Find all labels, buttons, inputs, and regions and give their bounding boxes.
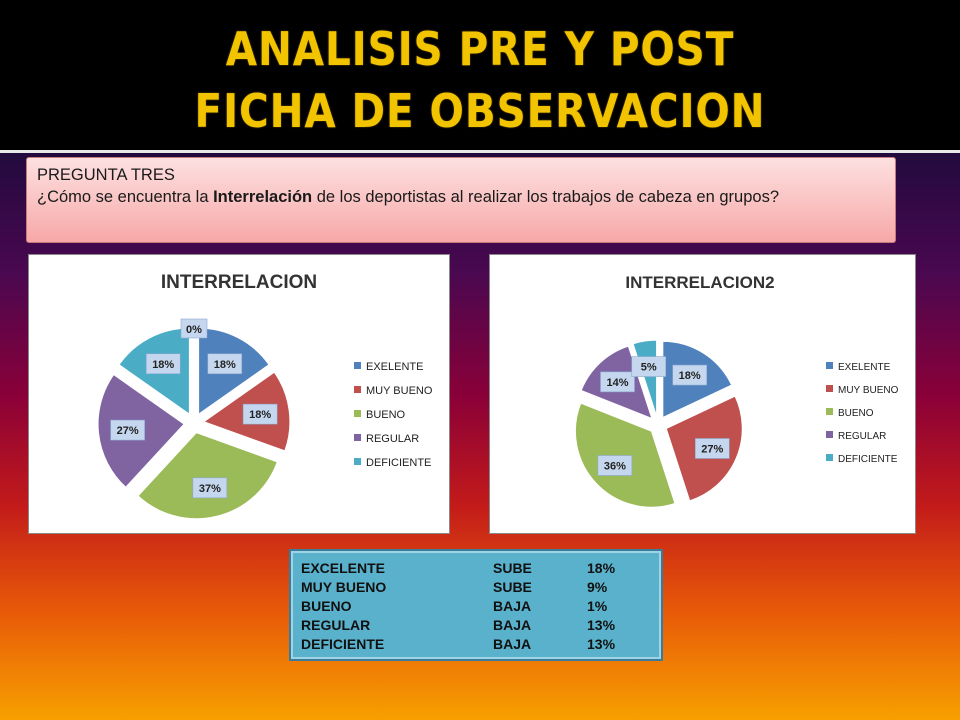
summary-value: 13% xyxy=(587,636,616,652)
chart-post: INTERRELACION2 18% 27% 36% 14% 5% EXELENTE MUY … xyxy=(489,254,916,534)
summary-value: 9% xyxy=(587,579,608,595)
data-label: 5% xyxy=(641,362,657,374)
legend-swatch xyxy=(354,458,361,465)
data-label-box xyxy=(694,438,730,459)
data-label-box xyxy=(600,371,635,393)
legend-swatch xyxy=(826,362,833,369)
summary-direction: BAJA xyxy=(493,636,532,652)
question-text: ¿Cómo se encuentra la Interrelación de l… xyxy=(37,186,885,208)
summary-direction: BAJA xyxy=(493,617,532,633)
legend-label: EXELENTE xyxy=(366,361,423,373)
summary-name: REGULAR xyxy=(301,617,371,633)
summary-name: DEFICIENTE xyxy=(301,636,385,652)
legend-swatch xyxy=(354,410,361,417)
legend-swatch xyxy=(826,431,833,438)
legend-label: EXELENTE xyxy=(838,362,891,373)
pie-slice-bueno xyxy=(574,402,676,508)
legend-label: BUENO xyxy=(838,408,874,419)
question-box: PREGUNTA TRES ¿Cómo se encuentra la Inte… xyxy=(26,157,896,243)
summary-value: 13% xyxy=(587,617,616,633)
header-divider xyxy=(0,150,960,153)
summary-row: EXCELENTE SUBE 18% xyxy=(301,559,647,578)
data-label-box xyxy=(242,403,278,425)
data-label-zero: 0% xyxy=(186,324,202,336)
legend-swatch xyxy=(826,385,833,392)
legend-label: MUY BUENO xyxy=(366,385,433,397)
summary-direction: BAJA xyxy=(493,598,532,614)
question-text-before: ¿Cómo se encuentra la xyxy=(37,188,214,206)
legend-swatch xyxy=(826,408,833,415)
legend-label: DEFICIENTE xyxy=(366,457,431,469)
legend-swatch xyxy=(826,454,833,461)
legend-label: REGULAR xyxy=(838,431,886,442)
summary-row: BUENO BAJA 1% xyxy=(301,597,647,616)
summary-row: REGULAR BAJA 13% xyxy=(301,616,647,635)
legend-label: DEFICIENTE xyxy=(838,454,898,465)
data-label-box xyxy=(192,477,228,499)
data-label-box xyxy=(180,318,208,339)
data-label: 37% xyxy=(199,483,221,495)
chart-title: INTERRELACION xyxy=(161,272,317,293)
summary-name: BUENO xyxy=(301,598,352,614)
summary-value: 1% xyxy=(587,598,608,614)
summary-direction: SUBE xyxy=(493,579,532,595)
data-label-box xyxy=(597,455,633,476)
chart-pre: INTERRELACION 18% 18% 37% 27% 18% 0% EXELENTE MU… xyxy=(28,254,450,534)
data-label: 18% xyxy=(214,359,236,371)
summary-row: MUY BUENO SUBE 9% xyxy=(301,578,647,597)
data-label: 18% xyxy=(249,409,271,421)
summary-row: DEFICIENTE BAJA 13% xyxy=(301,635,647,654)
data-label-box xyxy=(110,419,145,441)
data-label: 27% xyxy=(117,425,139,437)
question-text-bold: Interrelación xyxy=(213,188,313,206)
data-label-box xyxy=(207,353,243,375)
summary-table: EXCELENTE SUBE 18% MUY BUENO SUBE 9% BUENO BAJA… xyxy=(289,549,663,661)
pie-slice-bueno xyxy=(137,432,278,520)
data-label-box xyxy=(145,353,181,375)
legend-label: REGULAR xyxy=(366,433,419,445)
legend-label: MUY BUENO xyxy=(838,385,899,396)
chart-title: INTERRELACION2 xyxy=(625,273,774,292)
data-label-box xyxy=(672,364,707,386)
summary-name: MUY BUENO xyxy=(301,579,387,595)
legend-swatch xyxy=(354,386,361,393)
data-label: 27% xyxy=(701,443,723,455)
chart-post-svg: INTERRELACION2 18% 27% 36% 14% 5% EXELENTE MUY … xyxy=(574,273,899,508)
legend-swatch xyxy=(354,434,361,441)
question-text-after: de los deportistas al realizar los traba… xyxy=(312,188,779,206)
chart-pre-svg: INTERRELACION 18% 18% 37% 27% 18% 0% EXELENTE MU… xyxy=(97,272,433,520)
summary-name: EXCELENTE xyxy=(301,560,386,576)
question-heading: PREGUNTA TRES xyxy=(37,166,175,184)
header-bar xyxy=(0,0,960,150)
summary-value: 18% xyxy=(587,560,616,576)
legend-swatch xyxy=(354,362,361,369)
data-label: 18% xyxy=(679,370,701,382)
data-label: 36% xyxy=(604,460,626,472)
title-line-2: FICHA DE OBSERVACION xyxy=(194,84,766,138)
data-label: 18% xyxy=(152,359,174,371)
summary-direction: SUBE xyxy=(493,560,532,576)
data-label: 14% xyxy=(606,377,628,389)
legend-label: BUENO xyxy=(366,409,406,421)
data-label-box xyxy=(631,356,667,377)
title-line-1: ANALISIS PRE Y POST xyxy=(225,22,735,76)
